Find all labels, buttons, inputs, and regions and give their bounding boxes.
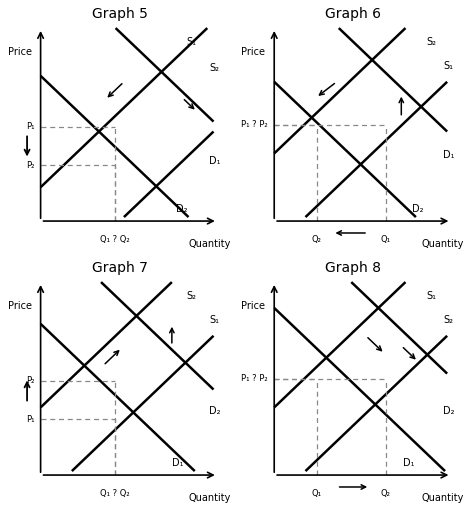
Text: Price: Price (8, 47, 32, 57)
Title: Graph 8: Graph 8 (325, 261, 382, 275)
Text: Quantity: Quantity (188, 239, 230, 249)
Text: D₁: D₁ (403, 458, 415, 468)
Text: S₂: S₂ (426, 37, 436, 47)
Title: Graph 5: Graph 5 (92, 7, 148, 21)
Text: S₁: S₁ (210, 315, 219, 325)
Text: Quantity: Quantity (422, 239, 464, 249)
Text: P₁ ? P₂: P₁ ? P₂ (241, 374, 268, 383)
Text: P₁: P₁ (26, 415, 34, 424)
Text: D₂: D₂ (412, 204, 423, 214)
Text: Quantity: Quantity (188, 493, 230, 503)
Text: Quantity: Quantity (422, 493, 464, 503)
Text: P₁ ? P₂: P₁ ? P₂ (241, 120, 268, 129)
Text: P₂: P₂ (26, 376, 34, 385)
Text: Q₁: Q₁ (381, 235, 391, 244)
Text: Price: Price (8, 301, 32, 311)
Text: Price: Price (241, 301, 265, 311)
Text: S₁: S₁ (426, 291, 436, 301)
Text: S₂: S₂ (443, 315, 453, 325)
Text: Q₂: Q₂ (312, 235, 322, 244)
Title: Graph 6: Graph 6 (325, 7, 382, 21)
Text: D₁: D₁ (210, 156, 221, 167)
Text: P₂: P₂ (26, 161, 34, 170)
Text: S₁: S₁ (186, 37, 196, 47)
Text: D₂: D₂ (176, 204, 188, 214)
Text: Price: Price (241, 47, 265, 57)
Text: S₁: S₁ (443, 61, 453, 71)
Text: Q₂: Q₂ (381, 489, 391, 498)
Text: P₁: P₁ (26, 122, 34, 131)
Text: D₁: D₁ (443, 150, 455, 161)
Title: Graph 7: Graph 7 (92, 261, 148, 275)
Text: S₂: S₂ (186, 291, 196, 301)
Text: D₂: D₂ (443, 406, 455, 417)
Text: Q₁ ? Q₂: Q₁ ? Q₂ (100, 235, 129, 244)
Text: D₂: D₂ (210, 406, 221, 417)
Text: D₁: D₁ (172, 458, 183, 468)
Text: Q₁ ? Q₂: Q₁ ? Q₂ (100, 489, 129, 498)
Text: S₂: S₂ (210, 63, 219, 73)
Text: Q₁: Q₁ (312, 489, 322, 498)
